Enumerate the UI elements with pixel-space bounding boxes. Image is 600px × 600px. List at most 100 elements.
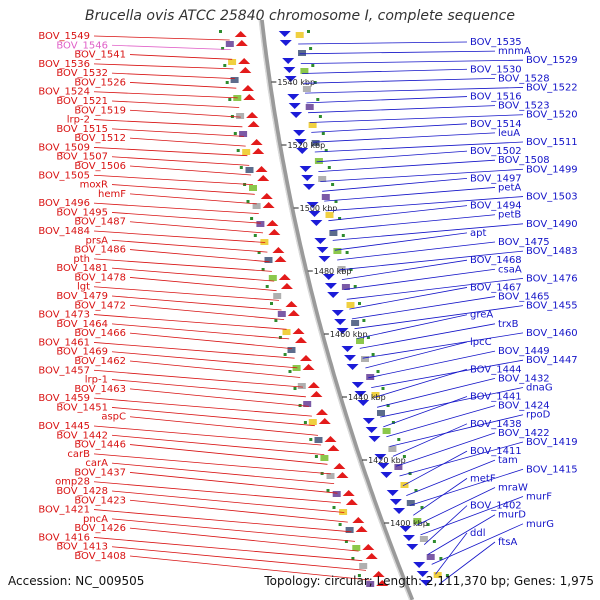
forward-gene-arrow [355, 526, 368, 532]
forward-gene-arrow [243, 94, 256, 100]
label-connector [111, 323, 290, 340]
cog-block [230, 77, 239, 83]
gc-track-dot [265, 285, 269, 288]
label-connector [334, 232, 468, 251]
label-connector [427, 514, 496, 555]
gc-track-dot [253, 234, 257, 237]
label-connector [111, 72, 235, 79]
gene-label-left: BOV_1473 [38, 310, 90, 321]
reverse-gene-arrow [420, 580, 433, 586]
label-connector [129, 109, 241, 118]
label-connector [386, 405, 496, 438]
gene-label-right: petA [498, 182, 521, 193]
reverse-gene-arrow [302, 184, 315, 190]
forward-gene-arrow [336, 472, 349, 478]
label-connector [368, 350, 496, 379]
reverse-gene-arrow [322, 274, 335, 280]
reverse-gene-arrow [362, 418, 375, 424]
label-connector [111, 518, 356, 542]
gc-track-dot [303, 421, 307, 424]
forward-gene-arrow [266, 220, 279, 226]
reverse-gene-arrow [406, 544, 419, 550]
cog-block [311, 140, 320, 146]
label-connector [316, 150, 468, 163]
label-connector [299, 50, 496, 55]
gene-label-left: BOV_1496 [38, 198, 90, 209]
gene-label-left: lgt [77, 282, 90, 293]
reverse-gene-arrow [308, 211, 321, 217]
label-connector [129, 165, 252, 176]
gene-label-right: BOV_1483 [526, 246, 578, 257]
cog-block [314, 437, 323, 443]
label-connector [416, 487, 496, 526]
cog-block [282, 329, 291, 335]
gene-label-right: BOV_1411 [470, 446, 522, 457]
reverse-gene-arrow [301, 175, 314, 181]
cog-block [433, 572, 442, 578]
cog-block [308, 419, 317, 425]
label-connector [93, 314, 287, 330]
label-connector [129, 137, 246, 147]
label-connector [357, 314, 468, 339]
label-connector [93, 147, 248, 157]
gc-track-dot [341, 234, 345, 237]
label-connector [371, 359, 524, 388]
reverse-gene-arrow [357, 400, 370, 406]
gene-label-right: lpcC [470, 337, 492, 348]
label-connector [129, 360, 301, 378]
gene-label-left: BOV_1486 [74, 245, 126, 256]
gene-label-left: BOV_1416 [38, 532, 90, 543]
cog-block [300, 68, 309, 74]
cog-block [361, 356, 369, 362]
forward-gene-arrow [342, 490, 355, 496]
reverse-gene-arrow [283, 67, 296, 73]
forward-gene-arrow [235, 40, 248, 46]
gc-track-dot [327, 166, 331, 169]
label-connector [324, 187, 496, 202]
gc-track-dot [332, 506, 336, 509]
cog-block [236, 113, 245, 119]
accession-text: Accession: NC_009505 [8, 574, 145, 588]
gene-label-left: BOV_1506 [74, 161, 126, 172]
gene-label-right: BOV_1444 [470, 364, 522, 375]
gc-track-dot [239, 166, 243, 169]
label-connector [129, 555, 370, 581]
gc-track-dot [408, 472, 412, 475]
label-connector [318, 159, 496, 172]
gc-track-dot [283, 353, 287, 356]
cog-block [308, 122, 317, 128]
gene-label-right: BOV_1449 [498, 346, 550, 357]
label-connector [111, 546, 367, 571]
cog-block [332, 491, 341, 497]
gc-track-dot [324, 149, 328, 152]
cog-block [377, 410, 385, 416]
gene-label-right: BOV_1402 [470, 501, 522, 512]
gene-label-right: murD [498, 510, 526, 521]
forward-gene-arrow [257, 175, 270, 181]
reverse-gene-arrow [365, 427, 378, 433]
forward-gene-arrow [318, 418, 331, 424]
reverse-gene-arrow [299, 166, 312, 172]
gene-label-left: BOV_1524 [38, 87, 90, 98]
forward-gene-arrow [324, 436, 337, 442]
gene-label-left: omp28 [55, 477, 90, 488]
gene-label-left: BOV_1541 [74, 50, 126, 61]
gene-label-right: BOV_1520 [526, 110, 578, 121]
label-connector [351, 296, 496, 320]
gc-track-dot [397, 438, 401, 441]
label-connector [129, 527, 359, 552]
cog-block [277, 311, 286, 317]
label-connector [93, 369, 304, 388]
forward-gene-arrow [327, 445, 340, 451]
gc-track-dot [270, 302, 273, 305]
gene-label-right: BOV_1422 [498, 428, 550, 439]
gene-label-left: BOV_1463 [74, 384, 126, 395]
label-connector [93, 174, 253, 185]
label-connector [129, 277, 277, 292]
gene-label-left: BOV_1445 [38, 421, 90, 432]
gc-track-dot [219, 30, 222, 33]
label-connector [129, 82, 237, 89]
gc-track-dot [288, 370, 292, 373]
label-connector [111, 490, 345, 513]
gene-label-left: BOV_1515 [56, 124, 108, 135]
